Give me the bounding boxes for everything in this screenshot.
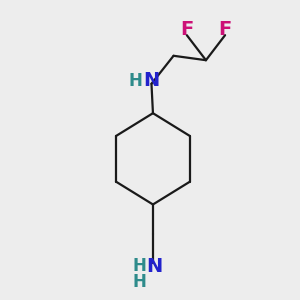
Text: H: H <box>133 257 147 275</box>
Text: F: F <box>180 20 194 39</box>
Text: H: H <box>128 72 142 90</box>
Text: H: H <box>133 273 147 291</box>
Text: N: N <box>146 257 163 276</box>
Text: F: F <box>218 20 232 39</box>
Text: N: N <box>143 71 160 90</box>
